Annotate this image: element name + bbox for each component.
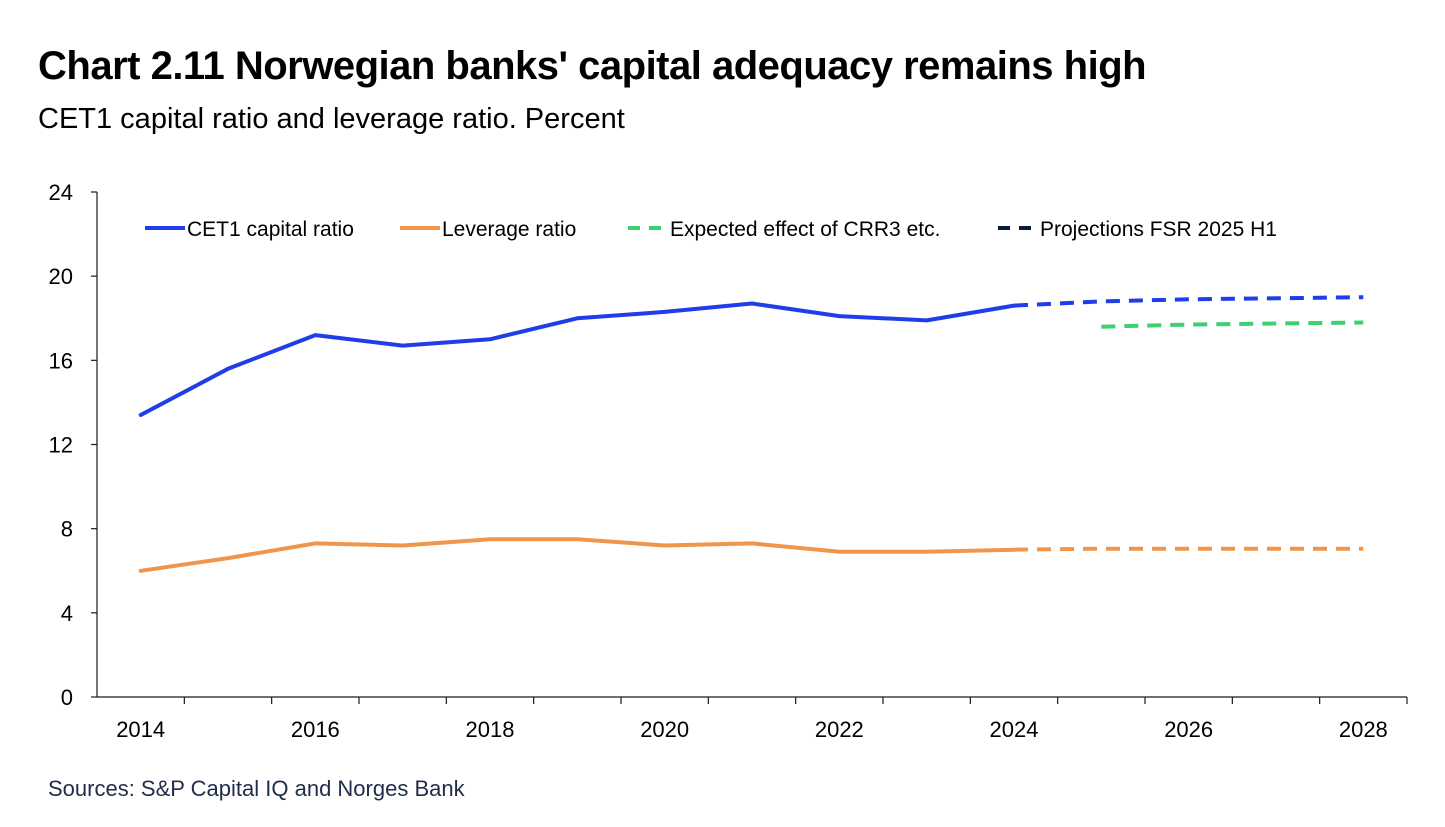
legend-label: Leverage ratio [442, 218, 576, 241]
chart-title: Chart 2.11 Norwegian banks' capital adeq… [38, 44, 1147, 88]
series-line-expected-effect-of-crr3-etc [1101, 320, 1364, 329]
x-tick-label: 2016 [291, 717, 340, 742]
series-line-leverage-ratio [138, 537, 1016, 573]
series-layer [138, 295, 1364, 573]
x-tick-label: 2018 [466, 717, 515, 742]
y-tick-label: 24 [49, 180, 73, 205]
source-note: Sources: S&P Capital IQ and Norges Bank [48, 776, 465, 801]
legend-label: Projections FSR 2025 H1 [1040, 218, 1277, 241]
y-tick-label: 0 [61, 685, 73, 710]
x-tick-label: 2028 [1339, 717, 1388, 742]
x-tick-label: 2022 [815, 717, 864, 742]
x-tick-label: 2020 [640, 717, 689, 742]
series-line-projections-fsr-2025-h1 [1014, 297, 1363, 305]
series-line-cet1-capital-ratio-projection [1013, 295, 1364, 308]
chart-legend: CET1 capital ratio Leverage ratio Expected… [145, 218, 1277, 241]
y-tick-label: 4 [61, 601, 73, 626]
series-line-cet1-capital-ratio [138, 301, 1016, 417]
x-tick-label: 2026 [1164, 717, 1213, 742]
y-tick-label: 8 [61, 517, 73, 542]
legend-label: CET1 capital ratio [187, 218, 354, 241]
y-tick-label: 16 [49, 348, 73, 373]
y-tick-label: 12 [49, 433, 73, 458]
y-tick-label: 20 [49, 264, 73, 289]
legend-label: Expected effect of CRR3 etc. [670, 218, 940, 241]
x-tick-label: 2014 [116, 717, 165, 742]
chart-subtitle: CET1 capital ratio and leverage ratio. P… [38, 103, 625, 135]
x-tick-label: 2024 [990, 717, 1039, 742]
series-line-leverage-ratio-projection [1013, 546, 1364, 552]
